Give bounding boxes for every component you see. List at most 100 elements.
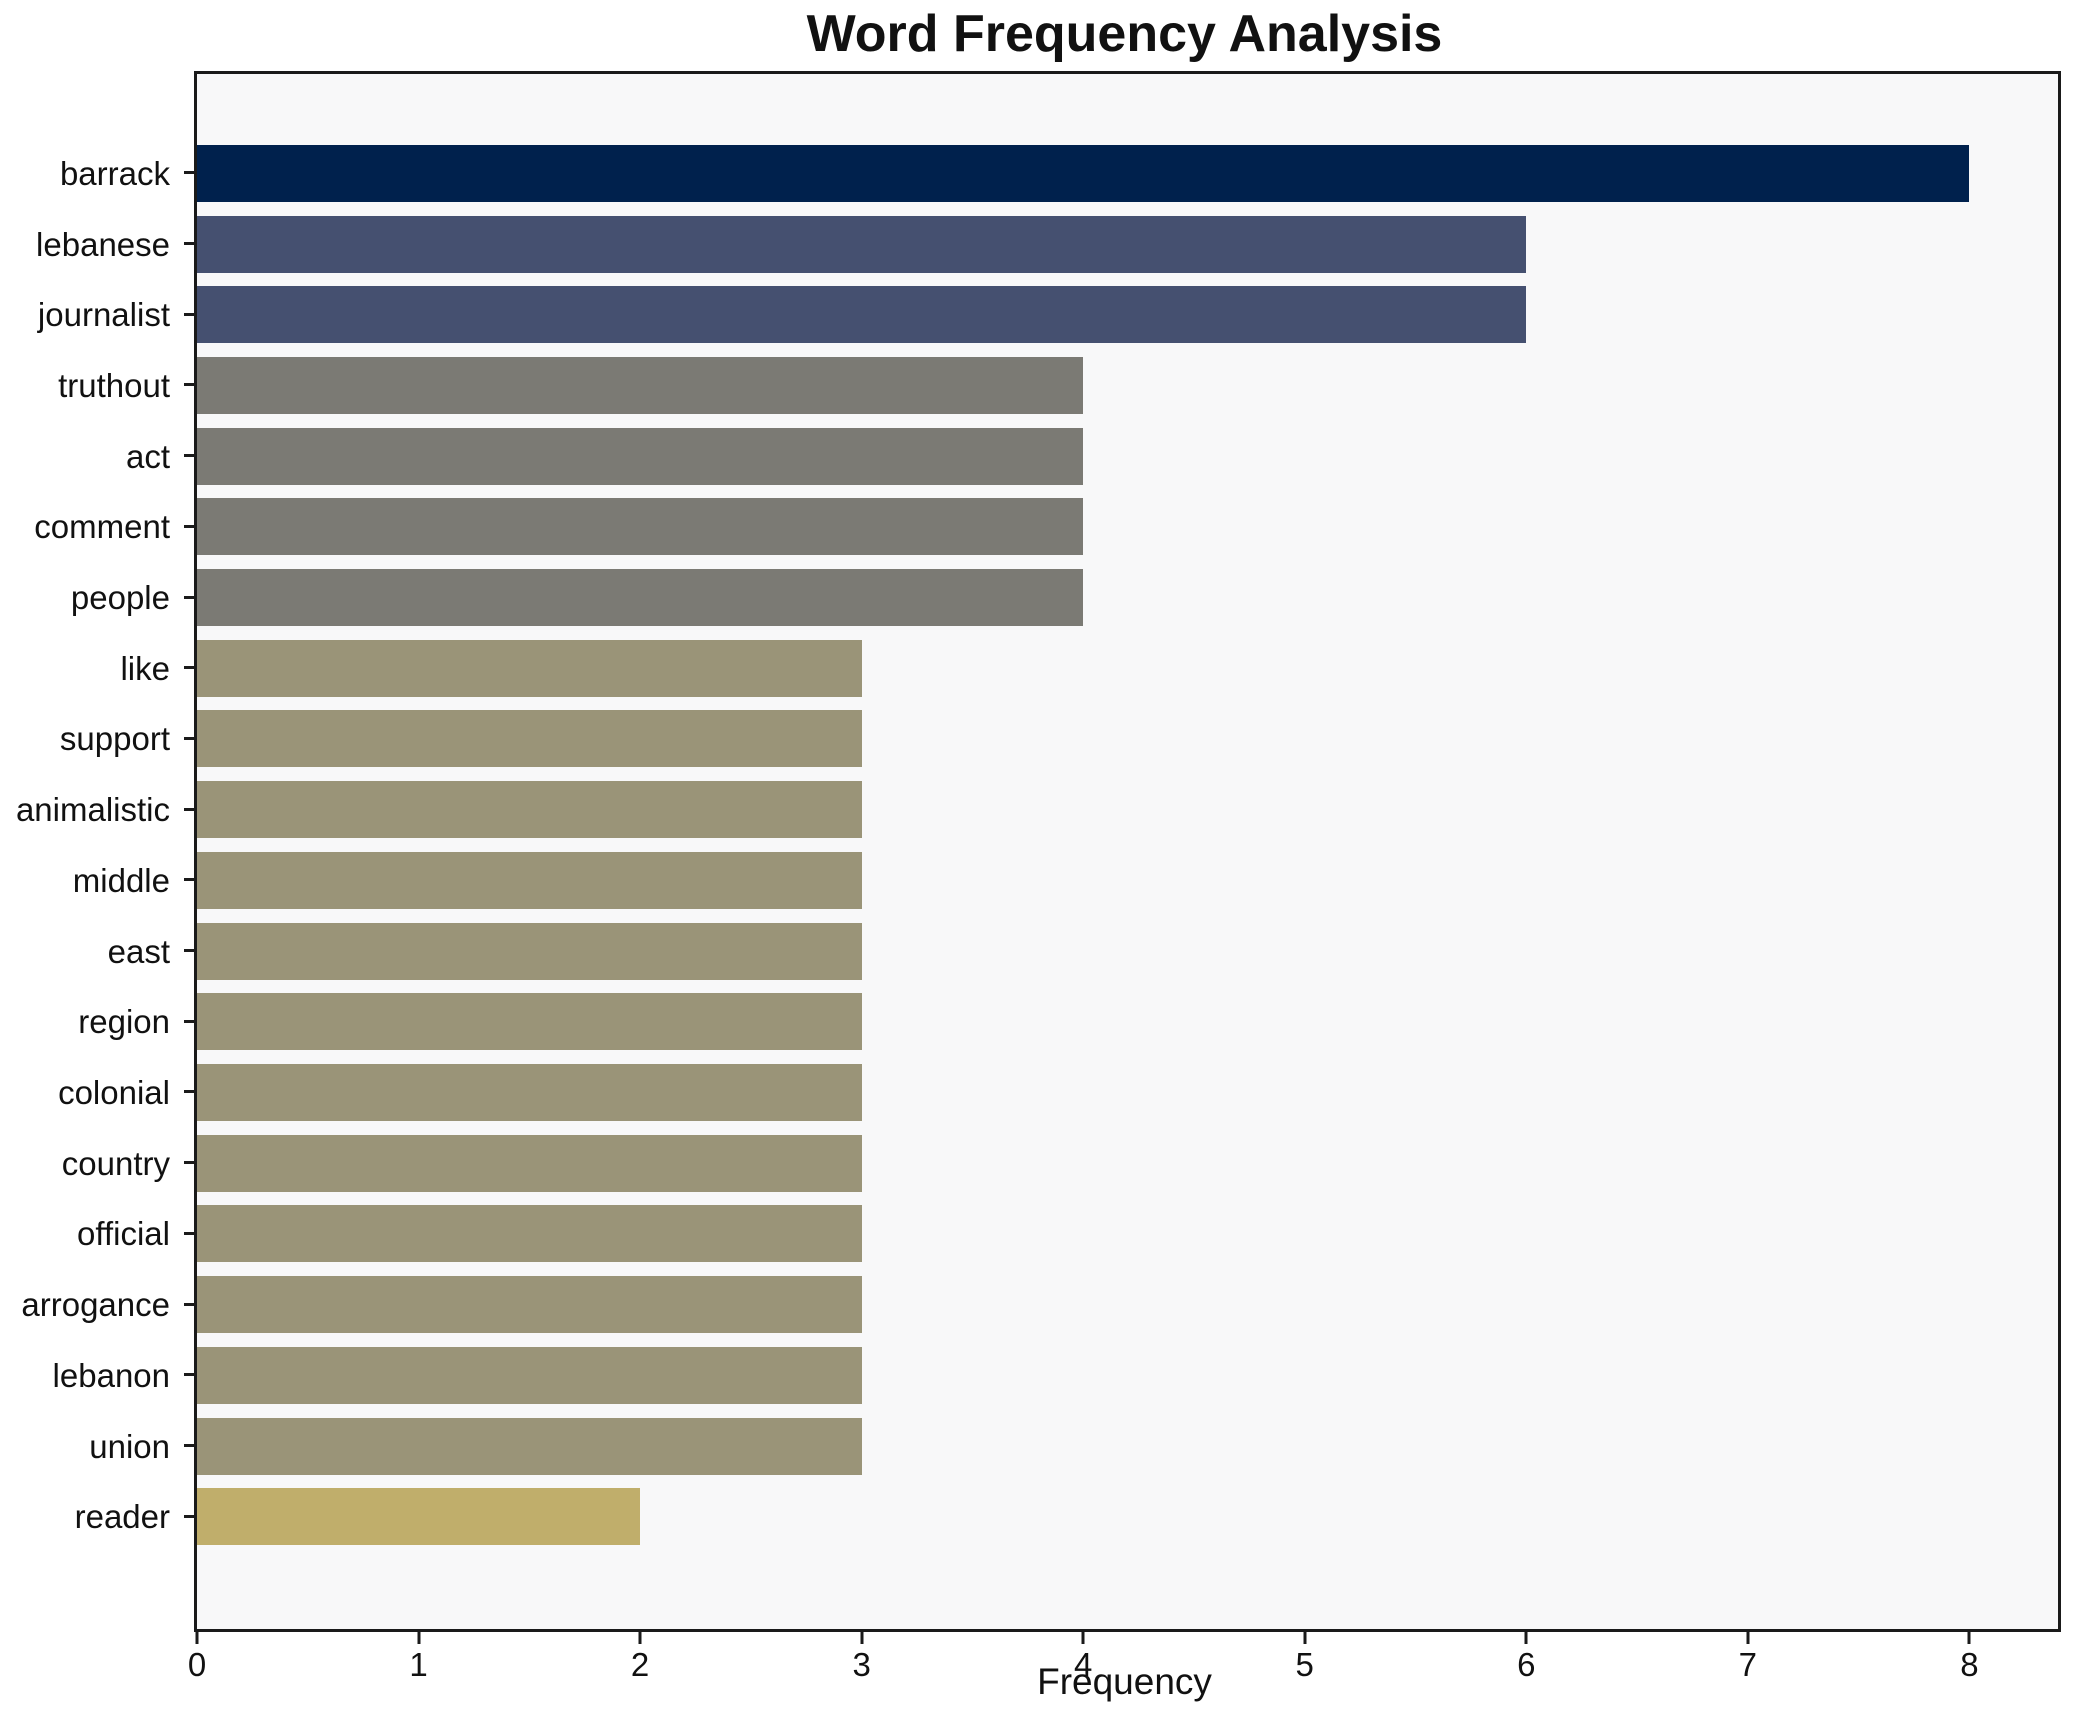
y-axis-label-east: east bbox=[107, 932, 170, 970]
bar-people bbox=[197, 569, 1084, 627]
bar-row: middle bbox=[73, 845, 2058, 916]
y-tick-mark bbox=[184, 171, 194, 175]
bar-row: like bbox=[120, 633, 2058, 704]
bar-barrack bbox=[197, 144, 1970, 202]
bar-animalistic bbox=[197, 781, 862, 839]
bar-row: support bbox=[60, 704, 2058, 775]
bar-row: union bbox=[89, 1411, 2058, 1482]
y-axis-label-middle: middle bbox=[72, 861, 170, 899]
bar-lebanese bbox=[197, 215, 1527, 273]
bar-reader bbox=[197, 1488, 641, 1546]
bar-row: east bbox=[108, 916, 2058, 987]
bar-row: colonial bbox=[58, 1057, 2058, 1128]
x-tick-mark bbox=[1524, 1632, 1528, 1644]
y-tick-mark bbox=[184, 666, 194, 670]
bar-arrogance bbox=[197, 1276, 862, 1334]
bar-row: reader bbox=[75, 1481, 2058, 1552]
x-tick-mark bbox=[417, 1632, 421, 1644]
y-axis-label-journalist: journalist bbox=[37, 296, 170, 334]
y-axis-label-people: people bbox=[70, 579, 170, 617]
y-tick-mark bbox=[184, 949, 194, 953]
bar-middle bbox=[197, 851, 862, 909]
y-axis-label-colonial: colonial bbox=[58, 1073, 170, 1111]
y-tick-mark bbox=[184, 878, 194, 882]
x-tick-mark bbox=[860, 1632, 864, 1644]
bar-row: act bbox=[126, 421, 2058, 492]
x-tick-label-6: 6 bbox=[1517, 1646, 1536, 1683]
y-axis-label-country: country bbox=[61, 1144, 170, 1182]
x-tick-mark bbox=[195, 1632, 199, 1644]
x-tick-mark bbox=[1746, 1632, 1750, 1644]
bar-region bbox=[197, 993, 862, 1051]
x-tick-label-3: 3 bbox=[852, 1646, 871, 1683]
x-tick-mark bbox=[638, 1632, 642, 1644]
bar-row: barrack bbox=[60, 138, 2058, 209]
y-tick-mark bbox=[184, 454, 194, 458]
bar-truthout bbox=[197, 356, 1084, 414]
y-tick-mark bbox=[184, 524, 194, 528]
y-tick-mark bbox=[184, 1019, 194, 1023]
chart-title: Word Frequency Analysis bbox=[806, 5, 1443, 63]
y-axis-label-animalistic: animalistic bbox=[15, 791, 170, 829]
bar-row: country bbox=[62, 1128, 2058, 1199]
x-axis-title: Frequency bbox=[1037, 1661, 1212, 1702]
x-tick-label-1: 1 bbox=[409, 1646, 428, 1683]
y-tick-mark bbox=[184, 1514, 194, 1518]
bar-row: region bbox=[78, 986, 2058, 1057]
y-axis-label-official: official bbox=[77, 1215, 170, 1253]
bar-like bbox=[197, 639, 862, 697]
y-tick-mark bbox=[184, 807, 194, 811]
y-axis-label-region: region bbox=[78, 1003, 170, 1041]
bar-row: people bbox=[71, 562, 2058, 633]
bar-row: journalist bbox=[38, 279, 2058, 350]
y-axis-label-support: support bbox=[59, 720, 170, 758]
y-axis-label-lebanese: lebanese bbox=[36, 225, 170, 263]
y-tick-mark bbox=[184, 736, 194, 740]
x-tick-label-0: 0 bbox=[187, 1646, 207, 1683]
bar-official bbox=[197, 1205, 862, 1263]
y-axis-label-comment: comment bbox=[34, 508, 170, 546]
y-tick-mark bbox=[184, 1444, 194, 1447]
bar-lebanon bbox=[197, 1346, 862, 1404]
bar-east bbox=[197, 922, 862, 980]
bar-colonial bbox=[197, 1063, 862, 1121]
plot-area: barrack lebanese journalist truthout act comm… bbox=[16, 71, 2061, 1681]
y-tick-mark bbox=[184, 1161, 194, 1165]
y-tick-mark bbox=[184, 383, 194, 387]
bar-comment bbox=[197, 498, 1084, 556]
y-axis-label-reader: reader bbox=[74, 1498, 170, 1536]
y-axis-label-truthout: truthout bbox=[58, 366, 170, 404]
x-tick-mark bbox=[1967, 1632, 1971, 1644]
y-tick-mark bbox=[184, 1373, 194, 1377]
y-axis-label-like: like bbox=[120, 649, 170, 687]
bar-row: truthout bbox=[58, 350, 2058, 421]
y-axis-label-arrogance: arrogance bbox=[21, 1286, 170, 1324]
y-axis-label-act: act bbox=[125, 437, 170, 475]
x-tick-label-4: 4 bbox=[1074, 1646, 1093, 1683]
bars-container: barrack lebanese journalist truthout act comm… bbox=[16, 74, 2058, 1629]
x-tick-label-2: 2 bbox=[630, 1646, 650, 1683]
x-tick-label-7: 7 bbox=[1738, 1646, 1758, 1683]
x-tick-mark bbox=[1081, 1632, 1085, 1644]
y-axis-label-lebanon: lebanon bbox=[52, 1356, 170, 1394]
bar-country bbox=[197, 1134, 862, 1192]
bar-journalist bbox=[197, 286, 1527, 344]
bar-row: arrogance bbox=[21, 1269, 2058, 1340]
y-axis-label-union: union bbox=[89, 1427, 170, 1465]
bar-act bbox=[197, 427, 1084, 485]
bar-row: lebanese bbox=[36, 209, 2058, 280]
y-tick-mark bbox=[184, 242, 194, 246]
bar-support bbox=[197, 710, 862, 768]
bar-union bbox=[197, 1417, 862, 1475]
bar-row: official bbox=[77, 1199, 2058, 1270]
y-tick-mark bbox=[184, 312, 194, 316]
x-tick-mark bbox=[1303, 1632, 1307, 1644]
x-tick-label-5: 5 bbox=[1295, 1646, 1314, 1683]
y-tick-mark bbox=[184, 1231, 194, 1235]
bar-row: animalistic bbox=[16, 774, 2058, 845]
y-tick-mark bbox=[184, 1302, 194, 1306]
y-axis-label-barrack: barrack bbox=[59, 154, 170, 192]
bar-row: lebanon bbox=[53, 1340, 2058, 1411]
x-tick-label-8: 8 bbox=[1960, 1646, 1979, 1683]
